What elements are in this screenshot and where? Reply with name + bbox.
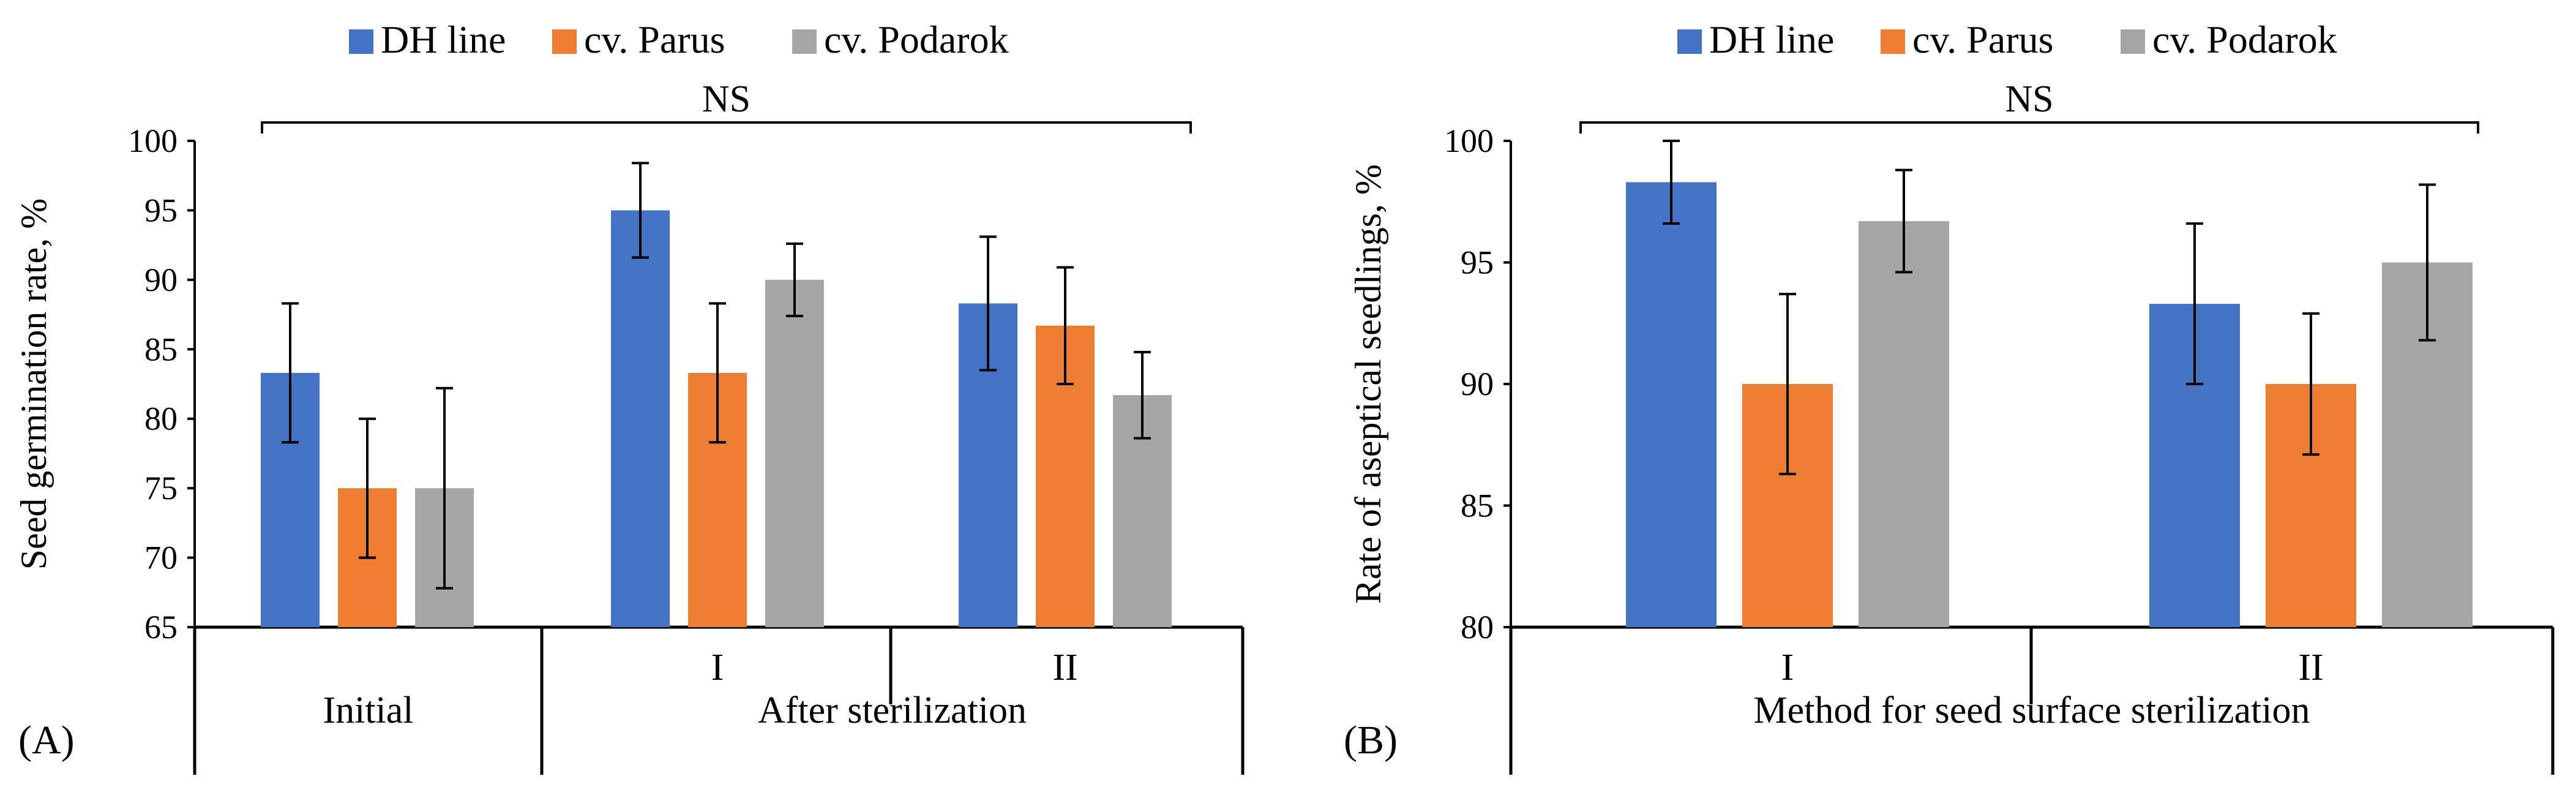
chart1-legend-swatch-3 (792, 29, 817, 54)
chart1-y-tick-label-2: 70 (144, 540, 178, 576)
chart1-significance-label: NS (702, 78, 751, 120)
chart2-legend-label-2: cv. Parus (1912, 18, 2053, 61)
chart1-error-bar-1-1-1 (282, 302, 299, 444)
chart1-legend-swatch-2 (552, 29, 577, 54)
chart2-legend-swatch-1 (1677, 29, 1702, 54)
chart1-bar-2-1-3 (765, 279, 824, 627)
chart1-legend-label-3: cv. Podarok (824, 18, 1009, 61)
chart2-y-tick-label-1: 80 (1461, 609, 1494, 646)
chart2-error-bar-1-2-3 (2419, 183, 2436, 342)
chart1-error-bar-2-1-3 (786, 242, 803, 317)
chart2-legend-swatch-3 (2121, 29, 2145, 54)
chart1-y-tick-label-1: 65 (144, 609, 178, 646)
chart2-bar-1-1-1 (1626, 182, 1717, 627)
chart1-bar-2-1-1 (611, 210, 670, 627)
chart2-significance-label: NS (2005, 78, 2053, 120)
chart2-error-bar-1-1-1 (1663, 140, 1680, 225)
chart2-error-bar-1-1-3 (1895, 168, 1912, 274)
chart1-category-label-1: Initial (323, 690, 413, 731)
chart1-legend-label-1: DH line (381, 18, 506, 61)
chart2-y-tick-label-4: 95 (1461, 244, 1494, 281)
chart2-subcategory-label-1-2: II (2298, 647, 2323, 688)
chart1-y-axis-title: Seed germination rate, % (13, 198, 54, 570)
chart2-y-axis-title: Rate of aseptical seedlings, % (1348, 164, 1388, 604)
chart1-y-tick-label-6: 90 (144, 262, 178, 298)
chart2-bar-1-1-3 (1859, 221, 1949, 627)
chart1-y-tick-label-8: 100 (128, 122, 178, 159)
chart1-error-bar-2-2-2 (1057, 266, 1074, 385)
chart2-legend-label-3: cv. Podarok (2152, 18, 2337, 61)
chart1-error-bar-2-1-2 (709, 302, 726, 444)
chart1-legend-swatch-1 (349, 29, 373, 54)
chart2-y-tick-label-3: 90 (1461, 366, 1494, 402)
chart2-significance-bracket (1579, 121, 2479, 134)
chart1-error-bar-1-1-3 (436, 386, 453, 590)
chart1-y-tick-label-4: 80 (144, 401, 178, 437)
chart1-y-tick-label-3: 75 (144, 470, 178, 507)
chart1-y-tick-label-5: 85 (144, 331, 178, 367)
chart1-error-bar-1-1-2 (359, 417, 376, 559)
chart2-legend-label-1: DH line (1709, 18, 1834, 61)
chart1-subcategory-label-2-2: II (1052, 647, 1077, 688)
chart1-y-tick-label-7: 95 (144, 192, 178, 228)
chart2-y-tick-label-5: 100 (1444, 122, 1494, 159)
chart2-error-bar-1-1-2 (1779, 293, 1796, 475)
chart1-significance-bracket (261, 121, 1192, 134)
chart1-legend-label-2: cv. Parus (584, 18, 725, 61)
chart2-error-bar-1-2-1 (2186, 222, 2203, 385)
chart1-panel-label: (A) (18, 718, 75, 763)
chart2-subcategory-label-1-1: I (1781, 647, 1794, 688)
chart1-error-bar-2-2-3 (1134, 350, 1151, 440)
chart1-error-bar-2-2-1 (979, 235, 997, 372)
chart2-category-label-1: Method for seed surface sterilization (1754, 690, 2310, 731)
chart2-panel-label: (B) (1344, 718, 1398, 763)
chart2-error-bar-1-2-2 (2302, 312, 2320, 456)
chart1-category-label-2: After sterilization (758, 690, 1027, 731)
chart2-y-tick-label-2: 85 (1461, 488, 1494, 524)
chart2-legend-swatch-2 (1881, 29, 1905, 54)
chart1-error-bar-2-1-1 (632, 162, 649, 259)
chart1-subcategory-label-2-1: I (711, 647, 724, 688)
